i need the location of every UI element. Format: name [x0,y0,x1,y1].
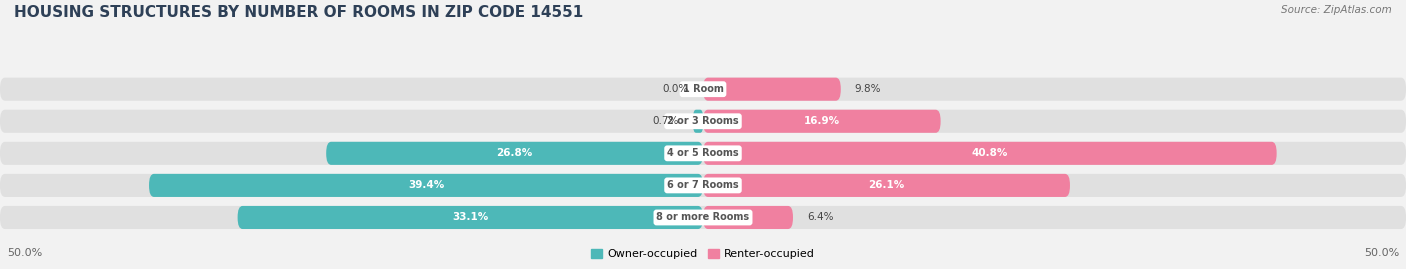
FancyBboxPatch shape [703,174,1070,197]
FancyBboxPatch shape [703,78,841,101]
Text: HOUSING STRUCTURES BY NUMBER OF ROOMS IN ZIP CODE 14551: HOUSING STRUCTURES BY NUMBER OF ROOMS IN… [14,5,583,20]
Text: 2 or 3 Rooms: 2 or 3 Rooms [668,116,738,126]
Text: 16.9%: 16.9% [804,116,839,126]
FancyBboxPatch shape [149,174,703,197]
FancyBboxPatch shape [0,174,1406,197]
Text: 9.8%: 9.8% [855,84,882,94]
Text: 26.8%: 26.8% [496,148,533,158]
FancyBboxPatch shape [326,142,703,165]
Text: 40.8%: 40.8% [972,148,1008,158]
Legend: Owner-occupied, Renter-occupied: Owner-occupied, Renter-occupied [586,244,820,263]
Text: 33.1%: 33.1% [453,213,488,222]
Text: 6.4%: 6.4% [807,213,834,222]
FancyBboxPatch shape [238,206,703,229]
Text: 26.1%: 26.1% [869,180,904,190]
Text: Source: ZipAtlas.com: Source: ZipAtlas.com [1281,5,1392,15]
Text: 4 or 5 Rooms: 4 or 5 Rooms [668,148,738,158]
FancyBboxPatch shape [703,142,1277,165]
FancyBboxPatch shape [693,110,703,133]
Text: 0.7%: 0.7% [652,116,679,126]
FancyBboxPatch shape [0,142,1406,165]
Text: 8 or more Rooms: 8 or more Rooms [657,213,749,222]
Text: 6 or 7 Rooms: 6 or 7 Rooms [668,180,738,190]
FancyBboxPatch shape [0,110,1406,133]
Text: 50.0%: 50.0% [1364,248,1399,258]
FancyBboxPatch shape [703,206,793,229]
FancyBboxPatch shape [703,110,941,133]
Text: 39.4%: 39.4% [408,180,444,190]
FancyBboxPatch shape [0,206,1406,229]
Text: 1 Room: 1 Room [682,84,724,94]
FancyBboxPatch shape [0,78,1406,101]
Text: 50.0%: 50.0% [7,248,42,258]
Text: 0.0%: 0.0% [662,84,689,94]
